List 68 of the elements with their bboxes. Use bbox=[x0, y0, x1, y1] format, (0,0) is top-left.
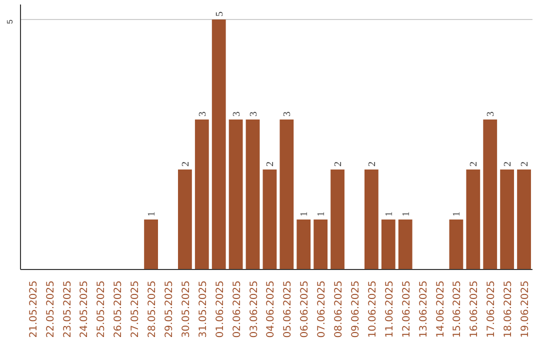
data-label: 2 bbox=[180, 162, 192, 166]
data-label: 3 bbox=[197, 112, 208, 116]
bar bbox=[212, 20, 226, 270]
bar bbox=[381, 220, 396, 270]
x-tick-label: 15.06.2025 bbox=[452, 280, 464, 338]
bar bbox=[364, 170, 378, 270]
x-tick-label: 07.06.2025 bbox=[316, 280, 328, 338]
data-label: 2 bbox=[265, 162, 276, 166]
bar bbox=[398, 220, 412, 270]
data-label: 1 bbox=[146, 212, 158, 216]
x-tick-label: 21.05.2025 bbox=[28, 280, 40, 338]
x-tick-label: 14.06.2025 bbox=[435, 280, 446, 338]
x-tick-label: 11.06.2025 bbox=[384, 280, 396, 338]
data-label: 2 bbox=[333, 162, 344, 166]
x-tick-label: 01.06.2025 bbox=[214, 280, 226, 338]
x-tick-label: 26.05.2025 bbox=[113, 280, 124, 338]
bar bbox=[228, 120, 243, 270]
x-tick-label: 04.06.2025 bbox=[266, 280, 277, 338]
data-label: 1 bbox=[384, 212, 395, 216]
x-tick-label: 19.06.2025 bbox=[520, 280, 532, 338]
data-label: 1 bbox=[400, 212, 412, 216]
bar bbox=[517, 170, 531, 270]
x-tick-label: 16.06.2025 bbox=[469, 280, 480, 338]
x-tick-label: 25.05.2025 bbox=[96, 280, 108, 338]
bar bbox=[449, 220, 464, 270]
data-label: 1 bbox=[299, 212, 310, 216]
x-tick-label: 03.06.2025 bbox=[248, 280, 260, 338]
x-tick-label: 30.05.2025 bbox=[180, 280, 192, 338]
x-tick-label: 05.06.2025 bbox=[282, 280, 294, 338]
x-tick-label: 13.06.2025 bbox=[418, 280, 430, 338]
bar bbox=[280, 120, 294, 270]
bar bbox=[178, 170, 192, 270]
bar bbox=[296, 220, 311, 270]
x-tick-label: 12.06.2025 bbox=[401, 280, 412, 338]
bar bbox=[314, 220, 328, 270]
x-tick-label: 02.06.2025 bbox=[232, 280, 243, 338]
x-tick-label: 17.06.2025 bbox=[486, 280, 498, 338]
x-tick-label: 27.05.2025 bbox=[130, 280, 142, 338]
x-tick-label: 31.05.2025 bbox=[198, 280, 209, 338]
x-tick-label: 23.05.2025 bbox=[62, 280, 74, 338]
data-label: 2 bbox=[502, 162, 514, 166]
data-label: 2 bbox=[366, 162, 378, 166]
bar bbox=[246, 120, 260, 270]
data-label: 3 bbox=[248, 112, 260, 116]
x-tick-label: 10.06.2025 bbox=[367, 280, 378, 338]
x-tick-label: 28.05.2025 bbox=[147, 280, 158, 338]
x-tick-label: 06.06.2025 bbox=[300, 280, 311, 338]
data-label: 3 bbox=[282, 112, 294, 116]
data-label: 5 bbox=[214, 12, 226, 16]
x-tick-label: 29.05.2025 bbox=[164, 280, 175, 338]
data-label: 3 bbox=[486, 112, 497, 116]
bar bbox=[500, 170, 514, 270]
data-label: 2 bbox=[520, 162, 531, 166]
x-tick-label: 24.05.2025 bbox=[79, 280, 90, 338]
bar bbox=[194, 120, 209, 270]
bar bbox=[262, 170, 277, 270]
data-label: 1 bbox=[452, 212, 463, 216]
x-tick-label: 22.05.2025 bbox=[45, 280, 56, 338]
data-label: 3 bbox=[231, 112, 242, 116]
x-tick-label: 08.06.2025 bbox=[334, 280, 345, 338]
data-label: 1 bbox=[316, 212, 328, 216]
bar bbox=[144, 220, 158, 270]
bar bbox=[483, 120, 498, 270]
x-tick-label: 09.06.2025 bbox=[350, 280, 362, 338]
x-tick-label: 18.06.2025 bbox=[503, 280, 514, 338]
data-label: 2 bbox=[468, 162, 480, 166]
bar bbox=[330, 170, 344, 270]
bar bbox=[466, 170, 480, 270]
